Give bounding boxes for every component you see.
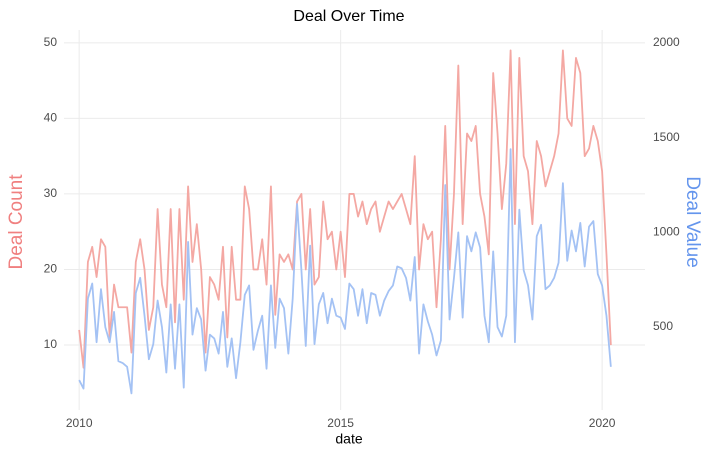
y2-tick-label: 1500 [653, 130, 680, 144]
y-tick-label: 50 [44, 35, 58, 49]
y-tick-label: 40 [44, 111, 58, 125]
x-tick-label: 2015 [327, 416, 354, 430]
series-line [78, 49, 612, 369]
y2-tick-label: 1000 [653, 225, 680, 239]
series-line [78, 148, 612, 395]
x-tick-label: 2010 [66, 416, 93, 430]
y2-tick-label: 2000 [653, 35, 680, 49]
x-axis-title: date [335, 431, 362, 447]
y-axis-title: Deal Count [6, 174, 27, 270]
x-tick-label: 2020 [589, 416, 616, 430]
y2-axis-title: Deal Value [682, 176, 703, 268]
y-tick-label: 30 [44, 186, 58, 200]
y2-tick-label: 500 [653, 319, 673, 333]
chart-title: Deal Over Time [293, 8, 404, 25]
y-tick-label: 20 [44, 262, 58, 276]
y-tick-label: 10 [44, 337, 58, 351]
